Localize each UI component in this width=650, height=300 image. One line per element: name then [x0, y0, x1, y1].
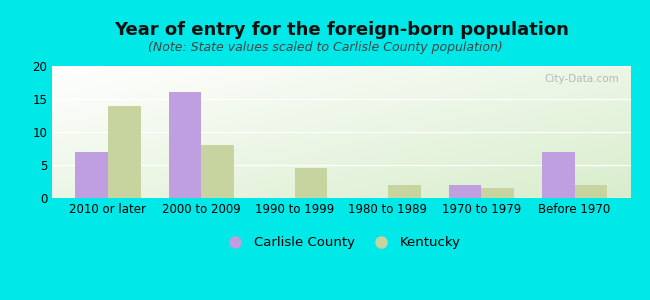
Legend: Carlisle County, Kentucky: Carlisle County, Kentucky	[216, 231, 466, 255]
Text: City-Data.com: City-Data.com	[544, 74, 619, 84]
Bar	[481, 188, 514, 198]
Title: Year of entry for the foreign-born population: Year of entry for the foreign-born popul…	[114, 21, 569, 39]
Bar	[75, 152, 108, 198]
Bar	[542, 152, 575, 198]
Text: (Note: State values scaled to Carlisle County population): (Note: State values scaled to Carlisle C…	[148, 40, 502, 53]
Bar	[388, 185, 421, 198]
Bar	[108, 106, 140, 198]
Bar	[168, 92, 202, 198]
Bar	[294, 168, 327, 198]
Bar	[448, 185, 481, 198]
Bar	[202, 145, 234, 198]
Bar	[575, 185, 607, 198]
